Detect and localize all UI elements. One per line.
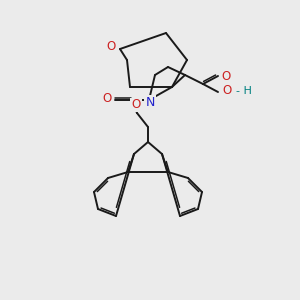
- Text: N: N: [145, 95, 155, 109]
- Text: - H: - H: [236, 86, 252, 96]
- Text: O: O: [221, 70, 231, 83]
- Text: O: O: [106, 40, 116, 53]
- Text: O: O: [131, 98, 141, 112]
- Text: O: O: [222, 85, 232, 98]
- Text: O: O: [102, 92, 112, 104]
